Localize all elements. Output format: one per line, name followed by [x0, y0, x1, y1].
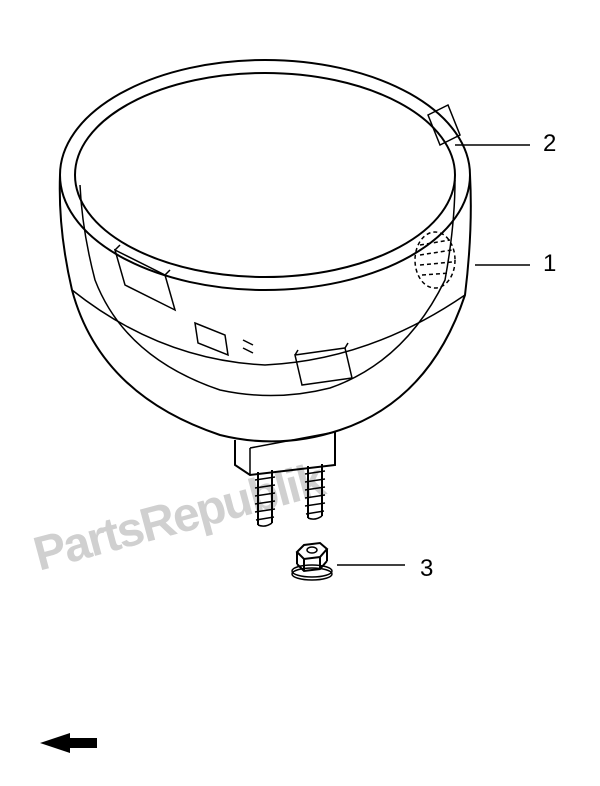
direction-arrow-icon: [35, 730, 105, 760]
headlamp-housing-drawing: [0, 0, 600, 781]
parts-diagram: PartsRepublik: [0, 0, 600, 781]
